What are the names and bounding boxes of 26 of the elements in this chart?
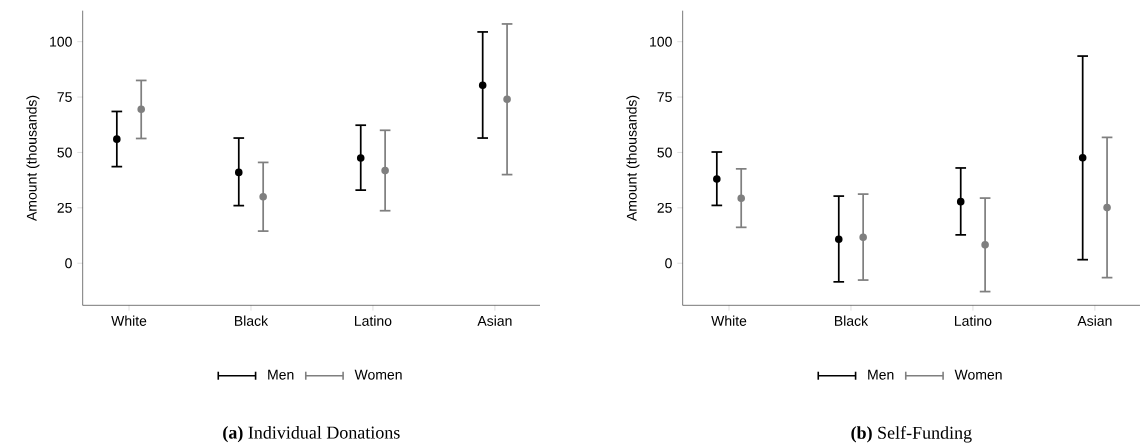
text: (a) Individual Donations [223,426,400,443]
legend-label: Women [954,369,1002,380]
legend-label: Women [354,369,402,380]
x-tick-label: Black [835,315,869,326]
x-tick-label: Asian [477,315,512,326]
x-tick-label: Latino [955,315,992,326]
legend-label: Men [268,369,294,380]
legend-label: Men [868,369,894,380]
text: (b) Self-Funding [851,426,972,443]
x-tick-label: White [711,315,747,326]
y-tick-label: 25 [57,202,72,213]
y-axis-title: Amount (thousands) [626,95,640,221]
x-tick-label: Latino [355,315,392,326]
y-axis-title: Amount (thousands) [26,95,40,221]
y-tick-label: 50 [57,147,72,158]
x-tick-label: Asian [1077,315,1112,326]
x-tick-label: Black [235,315,269,326]
y-tick-label: 75 [657,92,672,102]
y-tick-label: 100 [650,36,672,47]
y-tick-label: 25 [657,202,672,213]
y-tick-label: 0 [65,258,72,269]
x-tick-label: White [111,315,147,326]
y-tick-label: 0 [665,258,672,269]
y-tick-label: 50 [657,147,672,158]
y-tick-label: 100 [50,36,72,47]
y-tick-label: 75 [57,92,72,102]
